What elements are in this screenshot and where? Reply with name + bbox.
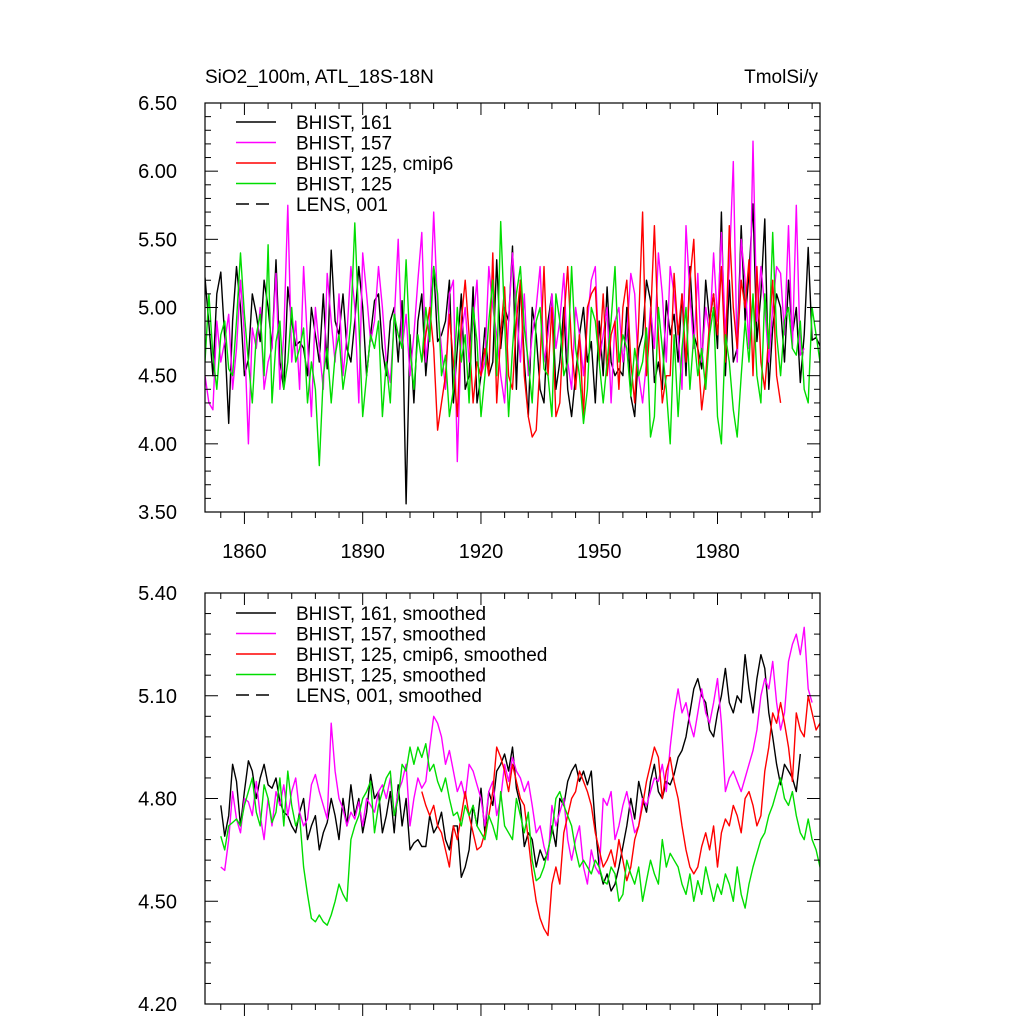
x-tick-label: 1980 <box>695 541 740 563</box>
top-panel: SiO2_100m, ATL_18S-18N TmolSi/y 3.50 4.00 4.… <box>138 67 821 563</box>
y-tick-label: 5.50 <box>138 229 177 251</box>
legend-label: BHIST, 125 <box>296 175 392 196</box>
y-tick-label: 5.40 <box>138 583 177 605</box>
series-group <box>205 140 820 505</box>
legend-label: BHIST, 157, smoothed <box>296 625 486 646</box>
legend-label: BHIST, 157 <box>296 134 392 155</box>
series-line-2 <box>205 140 805 463</box>
y-tick-label: 4.20 <box>138 994 177 1016</box>
series-line-2 <box>220 626 813 885</box>
y-tick-label: 4.50 <box>138 366 177 388</box>
x-tick-label: 1950 <box>577 541 622 563</box>
legend-label: BHIST, 161 <box>296 113 392 134</box>
y-tick-label: 5.00 <box>138 298 177 320</box>
legend-label: BHIST, 125, cmip6 <box>296 154 453 175</box>
legend-label: BHIST, 161, smoothed <box>296 604 486 625</box>
legend-label: BHIST, 125, cmip6, smoothed <box>296 645 547 666</box>
y-tick-label: 4.80 <box>138 789 177 811</box>
series-line-4 <box>220 743 820 926</box>
x-tick-label: 1890 <box>340 541 385 563</box>
y-tick-label: 4.50 <box>138 891 177 913</box>
x-tick-label: 1860 <box>222 541 267 563</box>
y-tick-label: 3.50 <box>138 502 177 524</box>
legend-label: BHIST, 125, smoothed <box>296 666 486 687</box>
series-group <box>220 626 820 937</box>
units-label: TmolSi/y <box>744 67 818 88</box>
legend-label: LENS, 001 <box>296 195 388 216</box>
y-tick-label: 6.00 <box>138 161 177 183</box>
bottom-panel: 4.20 4.50 4.80 5.10 5.40 BHIST, 161, smoothed… <box>138 583 821 1016</box>
series-line-3 <box>421 211 782 438</box>
series-line-3 <box>421 695 820 937</box>
x-tick-label: 1920 <box>459 541 504 563</box>
chart-title: SiO2_100m, ATL_18S-18N <box>205 67 434 88</box>
y-tick-label: 4.00 <box>138 434 177 456</box>
series-line-4 <box>205 220 820 467</box>
legend-label: LENS, 001, smoothed <box>296 686 482 707</box>
y-tick-label: 5.10 <box>138 686 177 708</box>
y-tick-label: 6.50 <box>138 93 177 115</box>
